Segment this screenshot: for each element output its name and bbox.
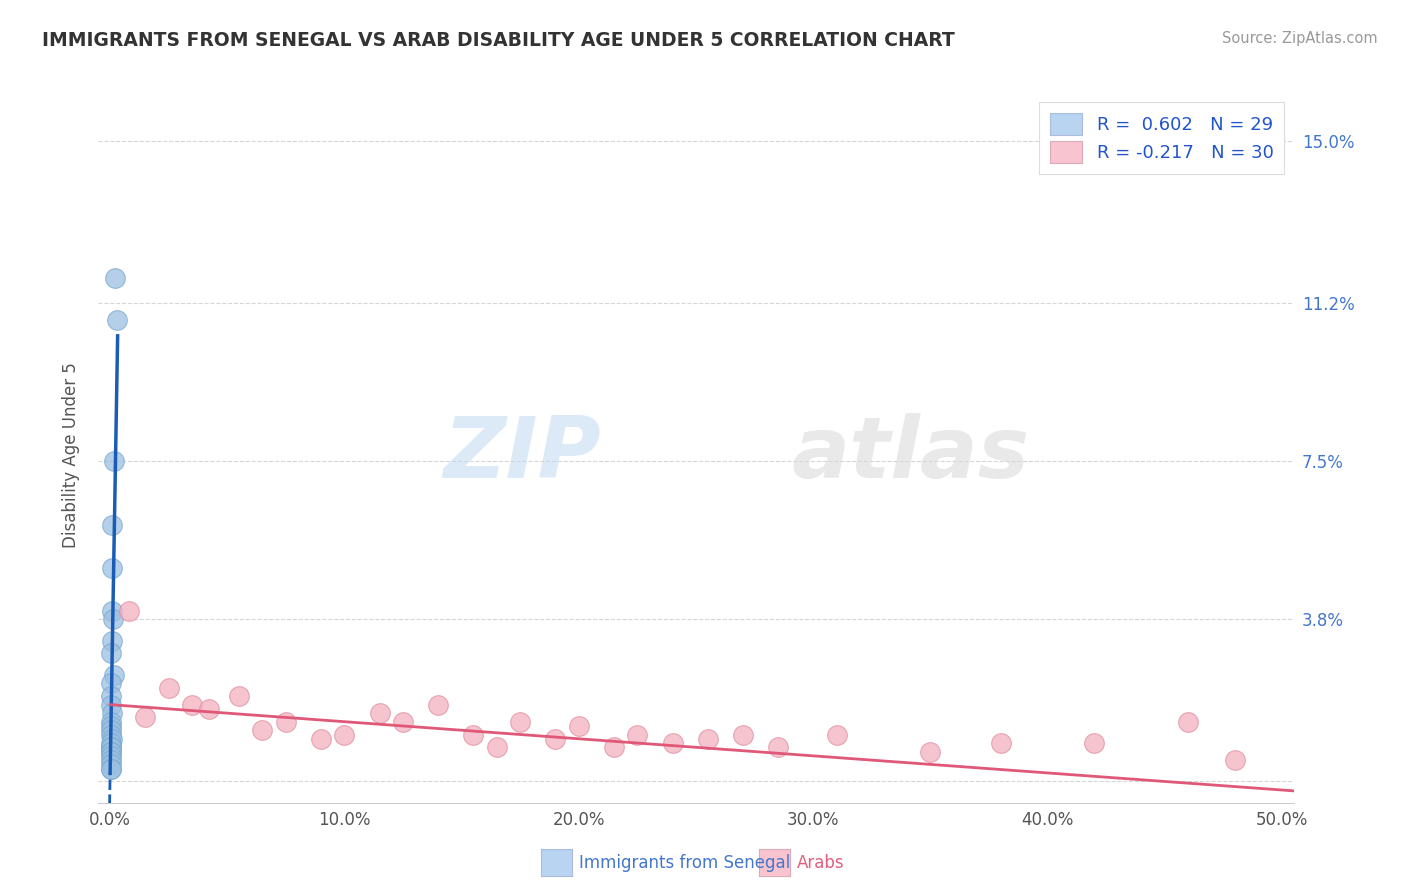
Point [731, 727, 754, 741]
Point [100, 736, 122, 750]
Point [100, 689, 122, 703]
Point [157, 681, 180, 695]
Point [309, 731, 332, 746]
Point [103, 667, 125, 681]
Point [274, 714, 297, 729]
Point [100, 676, 122, 690]
Point [101, 706, 124, 721]
Point [252, 723, 274, 738]
Point [100, 719, 122, 733]
Point [626, 727, 648, 741]
Point [100, 727, 122, 741]
Point [603, 740, 626, 755]
Point [696, 731, 718, 746]
Point [100, 714, 122, 729]
Point [368, 706, 391, 721]
Point [105, 313, 128, 327]
Point [100, 723, 122, 738]
Point [509, 714, 531, 729]
Point [101, 604, 124, 618]
Point [100, 740, 122, 755]
Point [100, 647, 122, 661]
Point [100, 698, 122, 712]
Point [392, 714, 415, 729]
Point [197, 702, 219, 716]
Point [100, 745, 122, 759]
Point [228, 689, 250, 703]
Point [825, 727, 848, 741]
Point [427, 698, 450, 712]
Point [101, 518, 124, 533]
Point [920, 745, 942, 759]
Point [100, 762, 122, 776]
Point [101, 633, 124, 648]
Point [100, 745, 122, 759]
Point [100, 757, 122, 772]
Point [1177, 714, 1199, 729]
Point [1223, 753, 1246, 767]
Legend: R =  0.602   N = 29, R = -0.217   N = 30: R = 0.602 N = 29, R = -0.217 N = 30 [1039, 103, 1285, 174]
Text: Immigrants from Senegal: Immigrants from Senegal [579, 854, 790, 871]
Point [181, 698, 204, 712]
Text: Source: ZipAtlas.com: Source: ZipAtlas.com [1222, 31, 1378, 46]
Point [101, 561, 124, 575]
Y-axis label: Disability Age Under 5: Disability Age Under 5 [62, 362, 80, 548]
Point [118, 604, 141, 618]
Point [100, 762, 122, 776]
Point [544, 731, 567, 746]
Point [103, 454, 125, 468]
Point [485, 740, 508, 755]
Point [104, 270, 127, 285]
Text: Arabs: Arabs [797, 854, 845, 871]
Point [101, 612, 124, 626]
Text: IMMIGRANTS FROM SENEGAL VS ARAB DISABILITY AGE UNDER 5 CORRELATION CHART: IMMIGRANTS FROM SENEGAL VS ARAB DISABILI… [42, 31, 955, 50]
Text: ZIP: ZIP [443, 413, 600, 497]
Point [1083, 736, 1105, 750]
Point [100, 748, 122, 763]
Point [463, 727, 485, 741]
Point [661, 736, 683, 750]
Point [568, 719, 591, 733]
Point [333, 727, 356, 741]
Point [101, 731, 124, 746]
Point [100, 740, 122, 755]
Text: atlas: atlas [792, 413, 1029, 497]
Point [134, 710, 156, 724]
Point [766, 740, 789, 755]
Point [100, 753, 122, 767]
Point [990, 736, 1012, 750]
